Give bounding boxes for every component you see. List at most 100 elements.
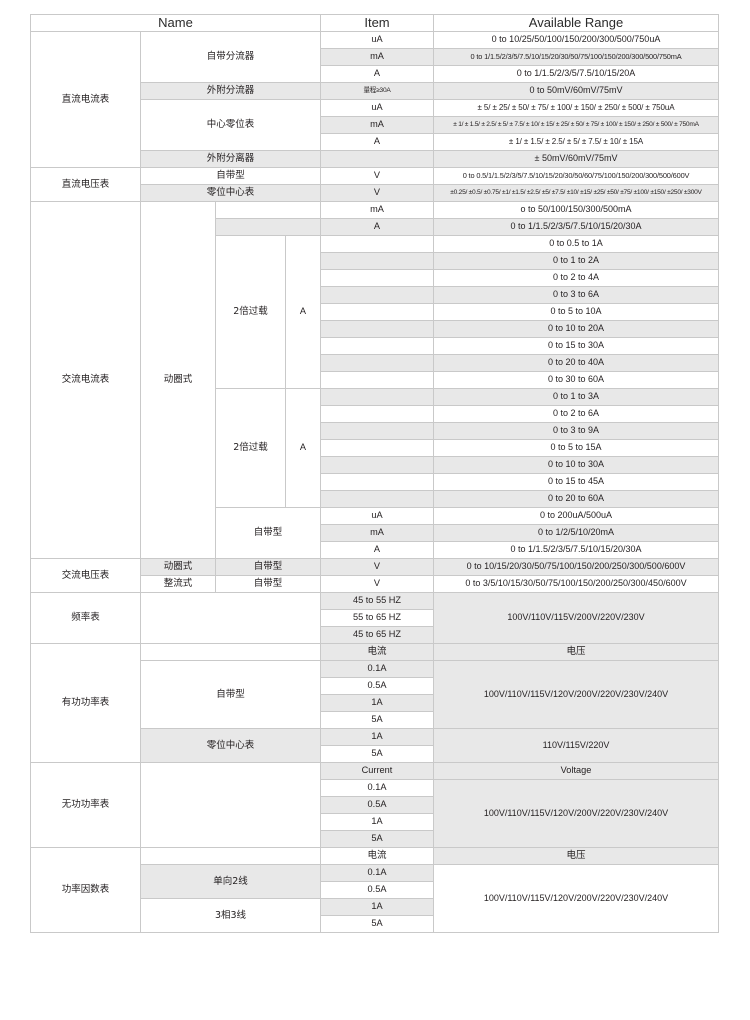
range-cell: 0 to 2 to 6A [433, 405, 719, 423]
active-power-self-label: 自带型 [140, 660, 321, 729]
section-ac-current-title: 交流电流表 [30, 201, 141, 559]
range-cell: ± 1/ ± 1.5/ ± 2.5/ ± 5/ ± 7.5/ ± 10/ ± 1… [433, 133, 719, 151]
range-cell: 0 to 1/1.5/2/3/5/7.5/10/15/20/30A [433, 541, 719, 559]
table-row: 单向2线 0.1A 100V/110V/115V/120V/200V/220V/… [31, 864, 719, 933]
table-row: 0.1A 100V/110V/115V/120V/200V/220V/230V/… [31, 779, 719, 848]
table-row: 0 to 15 to 45A [31, 473, 719, 491]
item-cell: 5A [320, 830, 434, 848]
table-row: 0 to 5 to 15A [31, 439, 719, 457]
range-cell: 0 to 10/15/20/30/50/75/100/150/200/250/3… [433, 558, 719, 576]
item-cell: mA [320, 48, 434, 66]
range-cell: 0 to 0.5/1/1.5/2/3/5/7.5/10/15/20/30/50/… [433, 167, 719, 185]
item-cell-blank [320, 337, 434, 355]
range-cell: 0 to 1/2/5/10/20mA [433, 524, 719, 542]
item-cell: A [320, 541, 434, 559]
item-cell: A [320, 133, 434, 151]
range-cell: 0 to 200uA/500uA [433, 507, 719, 525]
table-row: mA 0 to 1/2/5/10/20mA [31, 524, 719, 542]
item-cell-blank [320, 235, 434, 253]
item-cell-blank [320, 422, 434, 440]
section-ac-voltage-title: 交流电压表 [30, 558, 141, 593]
header-name: Name [30, 14, 321, 32]
range-cell: 0 to 5 to 15A [433, 439, 719, 457]
range-cell: 0 to 3 to 9A [433, 422, 719, 440]
item-cell: A [320, 65, 434, 83]
section-active-power-title: 有功功率表 [30, 643, 141, 763]
table-row: 0 to 10 to 20A [31, 320, 719, 338]
item-cell: 55 to 65 HZ [320, 609, 434, 627]
table-row: 交流电流表 动圈式 mA o to 50/100/150/300/500mA [30, 201, 719, 559]
range-cell: 100V/110V/115V/200V/220V/230V [433, 592, 719, 644]
item-cell-blank [320, 490, 434, 508]
table-row: 5A [31, 915, 719, 933]
table-row: 直流电压表 自带型 V 0 to 0.5/1/1.5/2/3/5/7.5/10/… [30, 167, 719, 202]
item-cell-blank [320, 320, 434, 338]
item-cell-blank [320, 388, 434, 406]
section-reactive-power-title: 无功功率表 [30, 762, 141, 848]
table-row: 5A [31, 745, 719, 763]
item-cell: 1A [320, 898, 434, 916]
table-row: 外附分流器 量程≥30A 0 to 50mV/60mV/75mV [31, 82, 719, 100]
table-row: 0 to 1 to 2A [31, 252, 719, 270]
item-cell [320, 150, 434, 168]
power-factor-voltage-header: 电压 [433, 847, 719, 865]
range-cell: ±0.25/ ±0.5/ ±0.75/ ±1/ ±1.5/ ±2.5/ ±5/ … [433, 184, 719, 202]
header-item: Item [320, 14, 434, 32]
ac-current-self-label: 自带型 [215, 507, 321, 559]
range-cell: 0 to 3/5/10/15/30/50/75/100/150/200/250/… [433, 575, 719, 593]
dc-voltage-self-label: 自带型 [140, 167, 321, 185]
item-cell: 1A [320, 813, 434, 831]
item-cell: uA [320, 507, 434, 525]
item-cell-blank [320, 473, 434, 491]
range-cell: 0 to 50mV/60mV/75mV [433, 82, 719, 100]
table-row: 外附分离器 ± 50mV/60mV/75mV [31, 150, 719, 168]
range-cell: 0 to 15 to 30A [433, 337, 719, 355]
range-cell: 0 to 1/1.5/2/3/5/7.5/10/15/20/30/50/75/1… [433, 48, 719, 66]
table-row: 1A [31, 694, 719, 712]
range-cell: 0 to 10/25/50/100/150/200/300/500/750uA [433, 31, 719, 49]
ac-current-top-blank-1 [215, 201, 321, 219]
reactive-power-current-header: Current [320, 762, 434, 780]
item-cell: 5A [320, 745, 434, 763]
range-cell: 0 to 0.5 to 1A [433, 235, 719, 253]
table-row: 直流电流表 自带分流器 uA 0 to 10/25/50/100/150/200… [30, 31, 719, 168]
dc-current-ext-shunt-label: 外附分流器 [140, 82, 321, 100]
item-cell: 0.1A [320, 779, 434, 797]
item-cell-blank [320, 405, 434, 423]
range-cell: 0 to 1/1.5/2/3/5/7.5/10/15/20A [433, 65, 719, 83]
item-cell: 45 to 65 HZ [320, 626, 434, 644]
ac-voltage-type: 整流式 [140, 575, 216, 593]
range-cell: 110V/115V/220V [433, 728, 719, 763]
item-cell: mA [320, 524, 434, 542]
reactive-power-voltage-header: Voltage [433, 762, 719, 780]
range-cell: 0 to 10 to 30A [433, 456, 719, 474]
range-cell: 0 to 2 to 4A [433, 269, 719, 287]
table-row: A 0 to 1/1.5/2/3/5/7.5/10/15/20/30A [31, 218, 719, 236]
table-row: 频率表 45 to 55 HZ 100V/110V/115V/200V/220V… [30, 592, 719, 644]
range-cell: 0 to 3 to 6A [433, 286, 719, 304]
item-cell: V [320, 558, 434, 576]
item-cell: uA [320, 31, 434, 49]
item-cell-blank [320, 371, 434, 389]
power-factor-three-phase-label: 3相3线 [140, 898, 321, 933]
item-cell: uA [320, 99, 434, 117]
item-cell: V [320, 184, 434, 202]
active-power-voltage-header: 电压 [433, 643, 719, 661]
table-header-row: Name Item Available Range [30, 14, 719, 32]
item-cell: A [320, 218, 434, 236]
item-cell: V [320, 167, 434, 185]
section-power-factor-title: 功率因数表 [30, 847, 141, 933]
ac-current-moving-coil-label: 动圈式 [140, 201, 216, 559]
range-cell: 0 to 1 to 2A [433, 252, 719, 270]
range-cell: ± 1/ ± 1.5/ ± 2.5/ ± 5/ ± 7.5/ ± 10/ ± 1… [433, 116, 719, 134]
active-power-current-header: 电流 [320, 643, 434, 661]
section-frequency-title: 频率表 [30, 592, 141, 644]
dc-current-self-shunt-label: 自带分流器 [140, 31, 321, 83]
range-cell: o to 50/100/150/300/500mA [433, 201, 719, 219]
table-row: 无功功率表 Current Voltage [30, 762, 719, 848]
item-cell: 0.1A [320, 864, 434, 882]
table-row: 0 to 2 to 4A [31, 269, 719, 287]
range-cell: 0 to 15 to 45A [433, 473, 719, 491]
available-range-table: Name Item Available Range 直流电流表 自带分流器 uA… [30, 14, 719, 933]
